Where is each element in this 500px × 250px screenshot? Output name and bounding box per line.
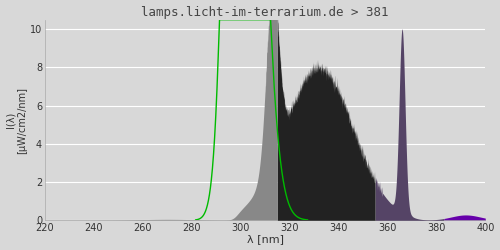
Title: lamps.licht-im-terrarium.de > 381: lamps.licht-im-terrarium.de > 381 [142, 6, 389, 18]
X-axis label: λ [nm]: λ [nm] [246, 234, 284, 244]
Y-axis label: I(λ)
[µW/cm2/nm]: I(λ) [µW/cm2/nm] [6, 86, 27, 154]
